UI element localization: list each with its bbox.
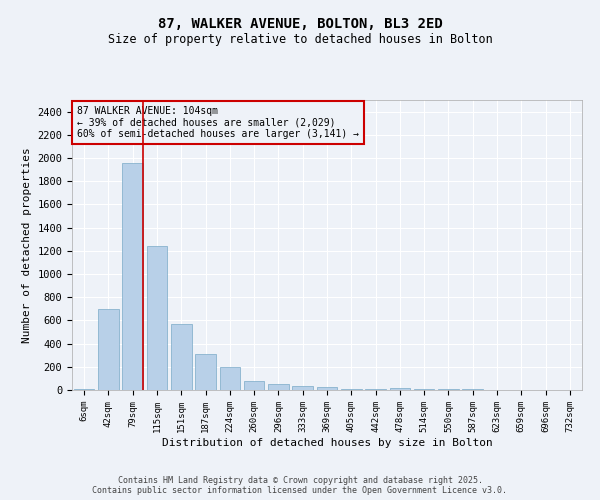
Bar: [195, 354, 216, 390]
Bar: [389, 388, 410, 390]
Bar: [317, 386, 337, 390]
Text: 87, WALKER AVENUE, BOLTON, BL3 2ED: 87, WALKER AVENUE, BOLTON, BL3 2ED: [158, 18, 442, 32]
Bar: [220, 367, 240, 390]
Text: Contains HM Land Registry data © Crown copyright and database right 2025.
Contai: Contains HM Land Registry data © Crown c…: [92, 476, 508, 495]
Y-axis label: Number of detached properties: Number of detached properties: [22, 147, 32, 343]
Bar: [244, 380, 265, 390]
X-axis label: Distribution of detached houses by size in Bolton: Distribution of detached houses by size …: [161, 438, 493, 448]
Bar: [122, 162, 143, 390]
Text: 87 WALKER AVENUE: 104sqm
← 39% of detached houses are smaller (2,029)
60% of sem: 87 WALKER AVENUE: 104sqm ← 39% of detach…: [77, 106, 359, 139]
Bar: [98, 309, 119, 390]
Bar: [171, 324, 191, 390]
Text: Size of property relative to detached houses in Bolton: Size of property relative to detached ho…: [107, 32, 493, 46]
Bar: [292, 386, 313, 390]
Bar: [268, 384, 289, 390]
Bar: [146, 246, 167, 390]
